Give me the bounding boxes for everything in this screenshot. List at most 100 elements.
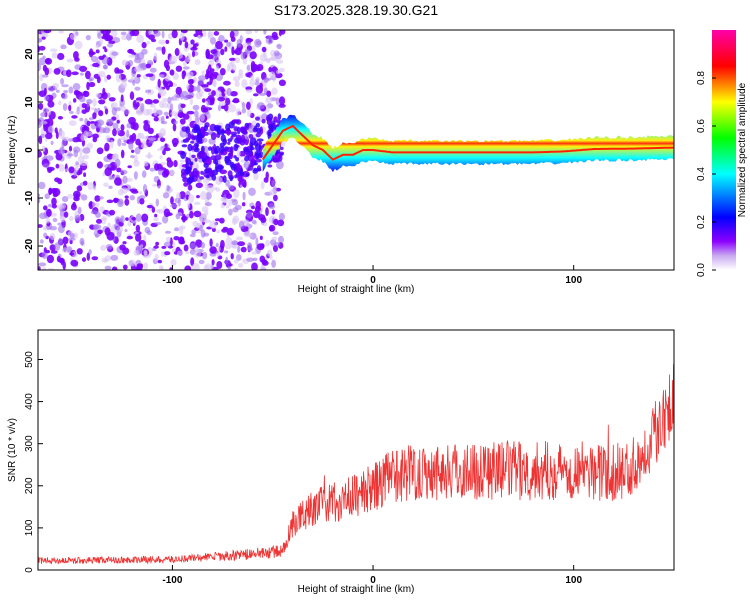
spectrogram-noise-blob: [100, 244, 107, 251]
spectrogram-cluster-blob: [200, 170, 205, 175]
spectrogram-noise-blob: [206, 99, 211, 106]
spectrogram-noise-blob: [183, 244, 189, 252]
spectrogram-noise-blob: [128, 259, 136, 267]
spectrogram-noise-blob: [268, 66, 272, 73]
spectrogram-noise-blob: [110, 139, 114, 149]
spectrogram-noise-blob: [95, 49, 100, 54]
spectrogram-noise-blob: [114, 158, 121, 168]
snr-series-line: [38, 364, 674, 565]
spectrogram-noise-blob: [225, 97, 231, 106]
spectrogram-noise-blob: [187, 202, 191, 209]
spectrogram-cluster-blob: [249, 146, 255, 151]
spectrogram-noise-blob: [211, 227, 216, 232]
spectrogram-noise-blob: [142, 184, 148, 193]
spectrogram-cluster-blob: [227, 141, 231, 145]
spectrogram-cluster-blob: [199, 176, 205, 180]
spectrogram-noise-blob: [221, 228, 228, 233]
spectrogram-noise-blob: [207, 156, 212, 166]
spectrogram-noise-blob: [184, 265, 192, 270]
colorbar-tick-label: 0.2: [696, 215, 707, 229]
spectrogram-noise-blob: [272, 231, 279, 236]
spectrogram-cluster-blob: [233, 126, 239, 132]
spectrogram-noise-blob: [82, 180, 88, 186]
spectrogram-noise-blob: [154, 222, 162, 225]
spectrogram-noise-blob: [179, 32, 185, 41]
spectrogram-cluster-blob: [185, 126, 191, 134]
spectrogram-noise-blob: [209, 238, 213, 247]
spectrogram-noise-blob: [81, 109, 87, 114]
spectrogram-cluster-blob: [233, 143, 239, 152]
spectrogram-cluster-blob: [244, 125, 249, 131]
spectrogram-noise-blob: [40, 112, 47, 118]
spectrogram-noise-blob: [102, 127, 111, 134]
spectrogram-noise-blob: [113, 223, 120, 230]
spectrogram-noise-blob: [88, 201, 94, 210]
spectrogram-noise-blob: [275, 97, 280, 106]
spectrogram-noise-blob: [259, 235, 263, 240]
spectrogram-noise-blob: [236, 38, 242, 48]
spectrogram-cluster-blob: [181, 172, 187, 179]
spectrogram-noise-blob: [149, 167, 156, 172]
spectrogram-noise-blob: [199, 224, 203, 232]
snr-x-tick-label: -100: [162, 575, 182, 586]
spectrogram-noise-blob: [245, 30, 253, 35]
spectrogram-noise-blob: [230, 36, 236, 42]
spectrogram-noise-blob: [160, 137, 166, 143]
spectrogram-noise-blob: [267, 249, 273, 257]
spectrogram-noise-blob: [225, 244, 232, 250]
spectrogram-noise-blob: [143, 262, 148, 270]
spectrogram-noise-blob: [212, 78, 217, 88]
spectrogram-noise-blob: [182, 61, 187, 67]
spectrogram-noise-blob: [67, 194, 74, 199]
spectrogram-noise-blob: [119, 244, 126, 251]
spectrogram-noise-blob: [126, 33, 132, 41]
spectrogram-cluster-blob: [185, 167, 190, 176]
spectrogram-noise-blob: [166, 159, 174, 168]
spectrogram-noise-blob: [96, 122, 102, 129]
spectrogram-noise-blob: [46, 254, 55, 264]
spectrogram-cluster-blob: [255, 122, 260, 128]
spectrogram-noise-blob: [121, 59, 129, 66]
spectrogram-noise-blob: [77, 206, 82, 215]
spectrogram-noise-blob: [230, 60, 235, 68]
spectrogram-noise-blob: [129, 195, 135, 201]
spectrogram-noise-blob: [231, 99, 240, 103]
spectrogram-noise-blob: [219, 217, 225, 224]
spectrogram-noise-blob: [92, 224, 100, 230]
spectrogram-noise-blob: [175, 65, 183, 72]
spectrogram-cluster-blob: [187, 143, 193, 152]
spectrogram-noise-blob: [73, 98, 77, 103]
spectrogram-noise-blob: [261, 113, 268, 121]
spectrogram-noise-blob: [40, 120, 48, 125]
spectrogram-cluster-blob: [225, 123, 231, 131]
spectrogram-noise-blob: [162, 192, 170, 199]
spectrogram-noise-blob: [59, 130, 65, 139]
spectrogram-noise-blob: [61, 247, 68, 253]
spectrogram-noise-blob: [204, 202, 212, 207]
spectrogram-noise-blob: [120, 169, 128, 175]
spectrogram-noise-blob: [153, 245, 159, 249]
spectrogram-cluster-blob: [243, 130, 248, 135]
spectrogram-noise-blob: [78, 95, 86, 103]
spectrogram-noise-blob: [147, 89, 152, 93]
spectrogram-noise-blob: [158, 168, 163, 176]
spectrogram-noise-blob: [126, 235, 133, 240]
spectrogram-noise-blob: [43, 205, 48, 211]
spectrogram-cluster-blob: [218, 165, 224, 170]
spectrogram-noise-blob: [119, 98, 125, 108]
spectrogram-cluster-blob: [218, 151, 223, 156]
spectrogram-noise-blob: [261, 260, 269, 266]
spectrogram-noise-blob: [272, 73, 276, 82]
spectrogram-noise-blob: [143, 249, 148, 256]
spectrogram-noise-blob: [266, 90, 272, 97]
spectrogram-noise-blob: [57, 222, 62, 226]
spectrogram-noise-blob: [237, 245, 241, 253]
spectrogram-noise-blob: [39, 73, 44, 82]
spectrogram-noise-blob: [263, 30, 267, 35]
spectrogram-noise-blob: [213, 31, 220, 36]
colorbar-tick-label: 0.8: [696, 71, 707, 85]
spectrogram-noise-blob: [271, 236, 278, 241]
spectrogram-noise-blob: [162, 97, 168, 103]
snr-ylabel: SNR (10 * v/v): [7, 418, 18, 482]
